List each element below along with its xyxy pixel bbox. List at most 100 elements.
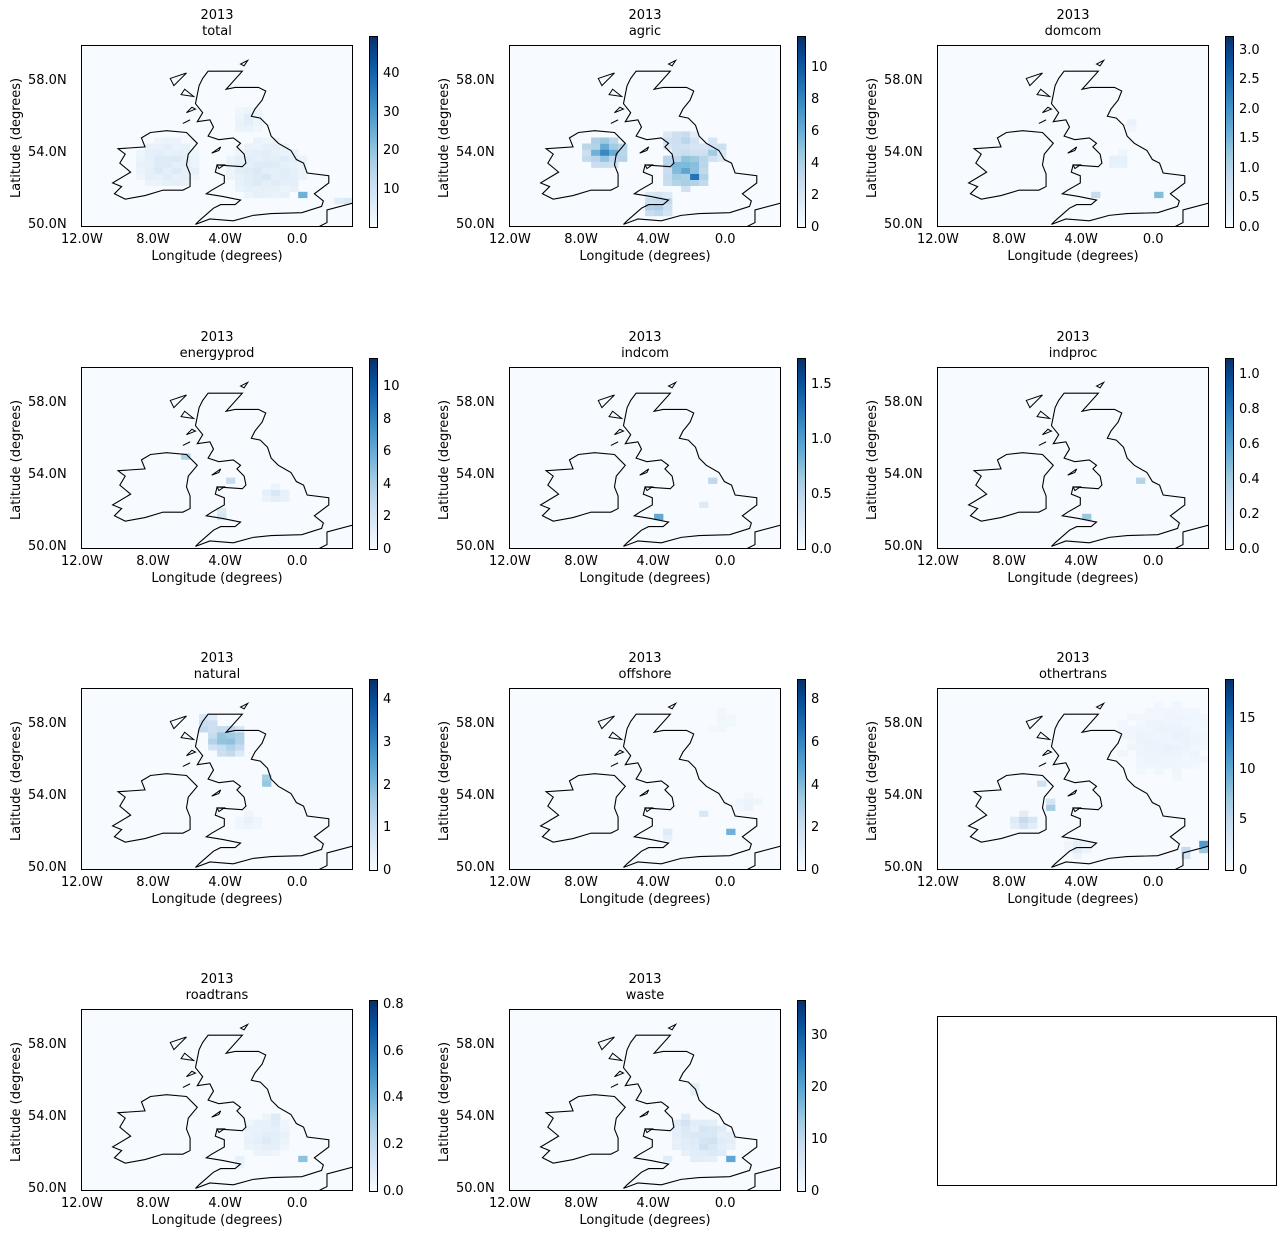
heatmap-cell	[154, 137, 164, 144]
island-coastline	[1025, 394, 1043, 409]
y-tick-label: 58.0N	[28, 73, 67, 89]
heatmap-cell	[699, 155, 709, 162]
heatmap-cell	[744, 804, 754, 811]
colorbar-tick-label: 3.0	[1239, 42, 1260, 58]
heatmap-cell	[744, 798, 754, 805]
heatmap-svg	[967, 59, 1208, 226]
heatmap-cell	[217, 750, 227, 757]
island-coastline	[597, 72, 615, 87]
heatmap-cell	[1154, 744, 1164, 751]
heatmap-cell	[663, 191, 673, 199]
heatmap-cell	[235, 155, 245, 162]
heatmap-cell	[1172, 774, 1182, 781]
panel-title: 2013	[628, 330, 662, 345]
island-coastline	[1067, 789, 1078, 797]
heatmap-cell	[244, 185, 254, 192]
heatmap-cell	[253, 816, 263, 823]
y-tick-label: 50.0N	[884, 860, 923, 876]
ireland-coastline	[111, 130, 199, 200]
island-coastline	[644, 1128, 654, 1134]
heatmap-cell	[199, 726, 209, 733]
island-coastline	[182, 119, 191, 124]
colorbar-tick-label: 10	[383, 181, 400, 197]
heatmap-cell	[172, 155, 182, 162]
france-coastline	[746, 1166, 780, 1190]
heatmap-cell	[690, 137, 700, 144]
island-coastline	[614, 106, 625, 114]
heatmap-cell	[1019, 822, 1029, 829]
colorbar	[797, 358, 806, 550]
heatmap-cell	[235, 179, 245, 186]
heatmap-cell	[690, 155, 700, 162]
heatmap-cell	[699, 1155, 709, 1163]
heatmap-cell	[181, 167, 191, 174]
colorbar-tick-label: 2	[811, 188, 820, 203]
heatmap-cell	[244, 816, 254, 823]
heatmap-cell	[681, 137, 691, 144]
island-coastline	[1036, 731, 1052, 741]
heatmap-cell	[591, 143, 601, 150]
map-axes	[937, 45, 1209, 227]
heatmap-cell	[726, 1131, 736, 1138]
heatmap-cell	[136, 167, 146, 174]
heatmap-cell	[681, 173, 691, 180]
heatmap-cell	[1190, 732, 1200, 739]
heatmap-cell	[253, 1119, 263, 1126]
heatmap-svg	[539, 1023, 780, 1190]
panel-title: 2013	[200, 330, 234, 345]
heatmap-cell	[645, 191, 655, 199]
heatmap-cell	[253, 167, 263, 174]
heatmap-cell	[1181, 846, 1191, 854]
heatmap-cell	[654, 209, 664, 217]
france-coastline	[318, 524, 352, 548]
heatmap-cell	[217, 744, 227, 751]
heatmap-cell	[271, 173, 281, 180]
heatmap-cell	[1181, 762, 1191, 769]
island-coastline	[211, 468, 222, 476]
heatmap-cell	[280, 489, 290, 496]
heatmap-cell	[1028, 822, 1038, 829]
colorbar-tick-label: 4	[383, 692, 392, 708]
island-coastline	[608, 731, 624, 741]
panel-subtitle: roadtrans	[185, 988, 249, 1003]
heatmap-cell	[343, 197, 352, 205]
heatmap-cell	[1118, 720, 1128, 727]
ireland-coastline	[539, 130, 627, 200]
gb-coastline	[622, 392, 758, 547]
heatmap-cell	[298, 155, 308, 162]
heatmap-cell	[253, 191, 263, 199]
heatmap-cell	[262, 1137, 272, 1144]
gb-coastline	[194, 1034, 330, 1189]
heatmap-cell	[190, 167, 200, 174]
heatmap-cell	[181, 173, 191, 180]
island-coastline	[1072, 486, 1082, 492]
heatmap-cell	[681, 1131, 691, 1138]
heatmap-cell	[244, 155, 254, 162]
heatmap-cell	[1190, 750, 1200, 757]
heatmap-cell	[172, 143, 182, 150]
panel-subtitle: othertrans	[1038, 667, 1108, 682]
heatmap-cell	[690, 1155, 700, 1163]
heatmap-cell	[1154, 708, 1164, 715]
heatmap-cell	[1181, 708, 1191, 715]
island-coastline	[211, 146, 222, 154]
y-tick-label: 54.0N	[28, 467, 67, 483]
heatmap-cell	[600, 155, 610, 162]
heatmap-cell	[1145, 756, 1155, 763]
heatmap-cell	[663, 161, 673, 168]
heatmap-cell	[1190, 708, 1200, 715]
heatmap-cell	[1199, 738, 1208, 745]
heatmap-cell	[1208, 726, 1209, 732]
x-axis-label: Longitude (degrees)	[579, 1213, 711, 1228]
y-tick-label: 54.0N	[884, 467, 923, 483]
heatmap-cell	[253, 107, 263, 114]
gb-coastline	[1050, 713, 1186, 868]
colorbar	[369, 679, 378, 871]
x-axis-label: Longitude (degrees)	[151, 1213, 283, 1228]
heatmap-cell	[1163, 714, 1173, 721]
island-coastline	[644, 807, 654, 813]
heatmap-cell	[244, 191, 254, 199]
heatmap-cell	[654, 203, 664, 211]
colorbar	[797, 1000, 806, 1192]
heatmap-cell	[1109, 155, 1119, 162]
